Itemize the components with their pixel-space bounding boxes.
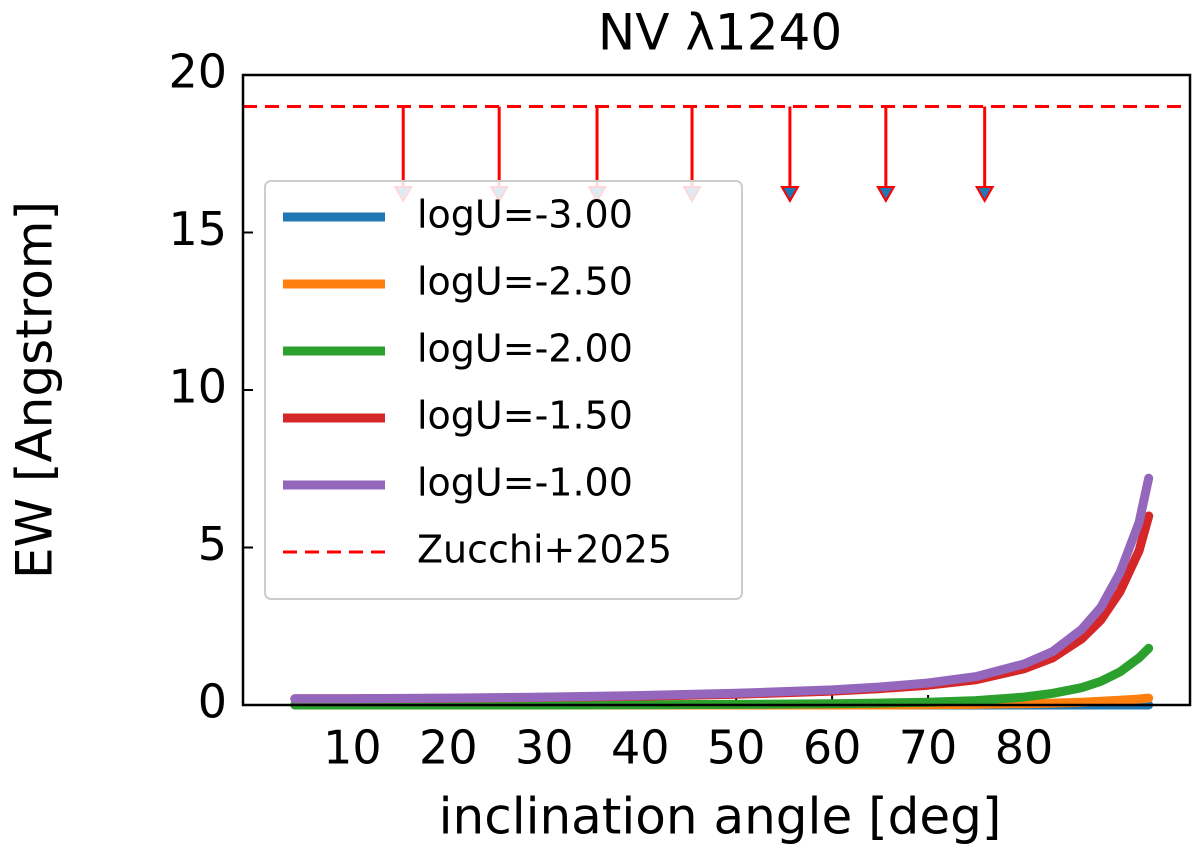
x-tick-label: 10 — [323, 721, 382, 775]
x-axis-label: inclination angle [deg] — [439, 788, 1002, 846]
series-line — [290, 473, 1154, 704]
x-tick-label: 40 — [611, 721, 670, 775]
legend-label: logU=-1.50 — [417, 394, 633, 438]
x-tick-label: 70 — [899, 721, 958, 775]
arrow-head — [876, 186, 896, 204]
legend-label: logU=-2.00 — [417, 327, 633, 371]
y-axis-label: EW [Angstrom] — [6, 201, 64, 579]
legend-label: logU=-2.50 — [417, 260, 633, 304]
x-tick-label: 80 — [995, 721, 1054, 775]
y-tick-label: 0 — [198, 675, 227, 729]
chart-title: NV λ1240 — [598, 4, 842, 62]
y-tick-label: 20 — [168, 45, 227, 99]
y-tick-label: 10 — [168, 360, 227, 414]
x-tick-label: 30 — [515, 721, 574, 775]
x-tick-label: 60 — [803, 721, 862, 775]
x-tick-label: 20 — [419, 721, 478, 775]
arrow-head — [974, 186, 995, 204]
x-tick-label: 50 — [707, 721, 766, 775]
plot-frame — [241, 73, 1192, 707]
arrow-head — [780, 186, 800, 204]
legend-label: logU=-3.00 — [417, 193, 633, 237]
y-tick-label: 15 — [168, 202, 227, 256]
legend-label: Zucchi+2025 — [417, 528, 672, 572]
legend-label: logU=-1.00 — [417, 461, 633, 505]
y-tick-label: 5 — [198, 517, 227, 571]
legend: logU=-3.00 logU=-2.50 logU=-2.00 logU=-1.50… — [264, 180, 743, 600]
